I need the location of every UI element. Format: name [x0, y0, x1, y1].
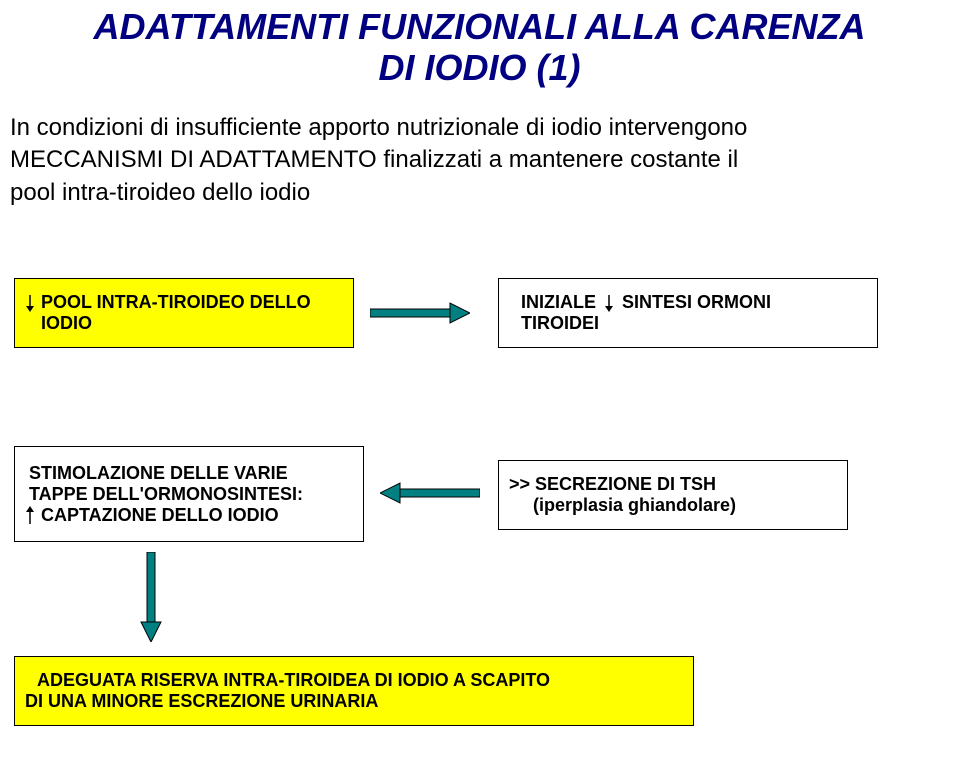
arrow-left-icon: [380, 482, 480, 504]
arrow-right-icon: [370, 302, 470, 324]
box-iniziale-pre: INIZIALE: [521, 292, 596, 313]
box-stim-text3: CAPTAZIONE DELLO IODIO: [41, 505, 279, 526]
arrow-down-icon: [604, 294, 614, 312]
box-stim-text2: TAPPE DELL'ORMONOSINTESI:: [29, 484, 303, 505]
intro-line2: MECCANISMI DI ADATTAMENTO finalizzati a …: [10, 144, 950, 176]
box-tsh-text1: >> SECREZIONE DI TSH: [509, 474, 716, 495]
box-adeg-line2: DI UNA MINORE ESCREZIONE URINARIA: [25, 691, 683, 712]
arrow-down-large-icon: [140, 552, 162, 642]
box-stim-line1: STIMOLAZIONE DELLE VARIE: [25, 463, 353, 484]
box-iniziale-line2: TIROIDEI: [509, 313, 867, 334]
box-adeguata-riserva: ADEGUATA RISERVA INTRA-TIROIDEA DI IODIO…: [14, 656, 694, 726]
box-pool-intratiroideo: POOL INTRA-TIROIDEO DELLO IODIO: [14, 278, 354, 348]
arrow-up-icon: [25, 506, 35, 524]
box-iniziale-post: SINTESI ORMONI: [622, 292, 771, 313]
box-pool-text2: IODIO: [41, 313, 92, 334]
title-line1: ADATTAMENTI FUNZIONALI ALLA CARENZA: [0, 6, 959, 47]
box-adeg-text1: ADEGUATA RISERVA INTRA-TIROIDEA DI IODIO…: [37, 670, 550, 691]
box-tsh: >> SECREZIONE DI TSH (iperplasia ghiando…: [498, 460, 848, 530]
title-line2: DI IODIO (1): [0, 47, 959, 88]
box-adeg-text2: DI UNA MINORE ESCREZIONE URINARIA: [25, 691, 378, 712]
box-stim-line3: CAPTAZIONE DELLO IODIO: [25, 505, 353, 526]
intro-line1: In condizioni di insufficiente apporto n…: [10, 112, 950, 144]
box-iniziale-sintesi: INIZIALE SINTESI ORMONI TIROIDEI: [498, 278, 878, 348]
box-stim-text1: STIMOLAZIONE DELLE VARIE: [29, 463, 288, 484]
arrow-down-icon: [25, 294, 35, 312]
box-iniziale-line1: INIZIALE SINTESI ORMONI: [509, 292, 867, 313]
box-pool-line1: POOL INTRA-TIROIDEO DELLO: [25, 292, 343, 313]
box-tsh-text2: (iperplasia ghiandolare): [533, 495, 736, 516]
intro-line3: pool intra-tiroideo dello iodio: [10, 177, 950, 209]
page-title: ADATTAMENTI FUNZIONALI ALLA CARENZA DI I…: [0, 6, 959, 89]
box-tsh-line1: >> SECREZIONE DI TSH: [509, 474, 837, 495]
box-stim-line2: TAPPE DELL'ORMONOSINTESI:: [25, 484, 353, 505]
box-iniziale-text2: TIROIDEI: [521, 313, 599, 334]
box-tsh-line2: (iperplasia ghiandolare): [509, 495, 837, 516]
box-adeg-line1: ADEGUATA RISERVA INTRA-TIROIDEA DI IODIO…: [25, 670, 683, 691]
box-stimolazione: STIMOLAZIONE DELLE VARIE TAPPE DELL'ORMO…: [14, 446, 364, 542]
box-pool-line2: IODIO: [25, 313, 343, 334]
box-pool-text1: POOL INTRA-TIROIDEO DELLO: [41, 292, 311, 313]
intro-paragraph: In condizioni di insufficiente apporto n…: [10, 112, 950, 209]
